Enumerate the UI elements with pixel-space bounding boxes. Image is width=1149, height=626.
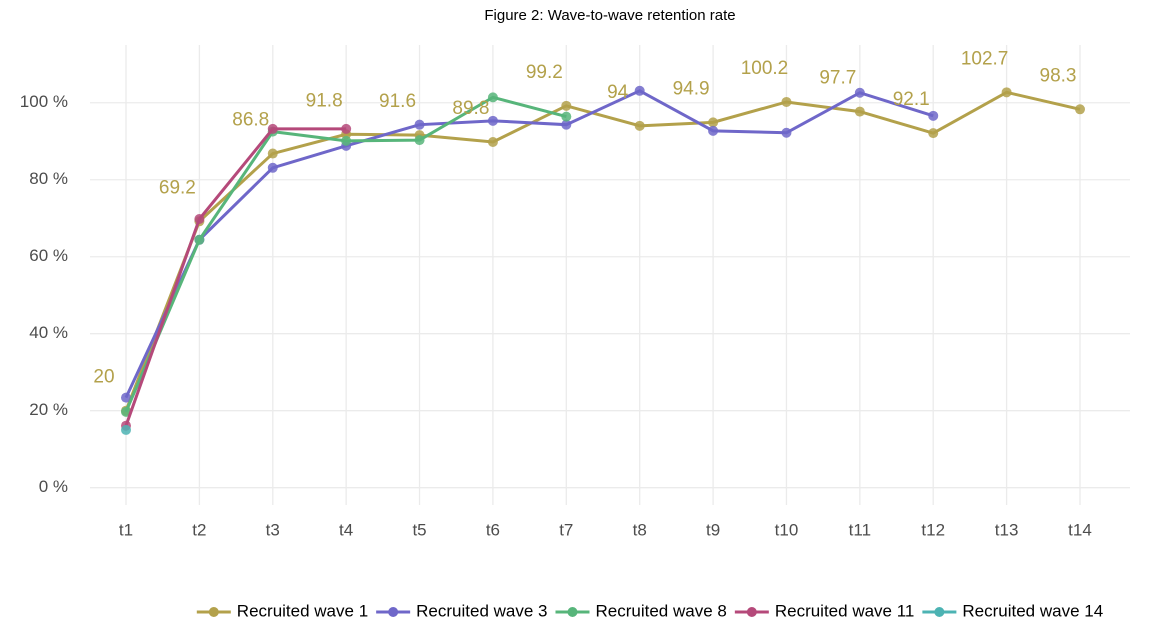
series-line bbox=[124, 89, 934, 399]
series-line bbox=[124, 90, 1081, 412]
data-point bbox=[341, 123, 352, 134]
data-label: 98.3 bbox=[1040, 65, 1077, 86]
y-tick-label: 80 % bbox=[29, 169, 68, 188]
data-point bbox=[781, 127, 792, 138]
x-tick-label: t11 bbox=[849, 520, 871, 539]
x-tick-label: t9 bbox=[706, 520, 720, 539]
legend-key-dot bbox=[934, 607, 945, 617]
x-tick-label: t8 bbox=[633, 520, 647, 539]
data-point bbox=[414, 119, 425, 130]
y-tick-label: 0 % bbox=[39, 477, 68, 496]
legend-label: Recruited wave 11 bbox=[775, 601, 915, 620]
data-point bbox=[487, 92, 498, 103]
legend-item: Recruited wave 1 bbox=[196, 601, 368, 620]
legend-label: Recruited wave 14 bbox=[962, 601, 1103, 620]
data-point bbox=[194, 234, 205, 245]
data-label: 102.7 bbox=[961, 48, 1009, 69]
data-label: 92.1 bbox=[893, 89, 930, 110]
data-point bbox=[267, 148, 278, 159]
data-point bbox=[634, 85, 645, 96]
data-point bbox=[487, 115, 498, 126]
data-point bbox=[341, 135, 352, 146]
data-point bbox=[194, 213, 205, 224]
x-tick-label: t10 bbox=[775, 520, 799, 539]
data-label: 89.8 bbox=[452, 98, 489, 119]
data-point bbox=[708, 117, 719, 128]
x-tick-label: t3 bbox=[266, 520, 280, 539]
y-tick-label: 60 % bbox=[29, 246, 68, 265]
data-point bbox=[781, 96, 792, 107]
legend-key-dot bbox=[746, 607, 757, 617]
x-tick-label: t4 bbox=[339, 520, 353, 539]
legend-item: Recruited wave 8 bbox=[555, 601, 727, 620]
data-point bbox=[561, 111, 572, 122]
data-point bbox=[561, 100, 572, 111]
chart-title: Figure 2: Wave-to-wave retention rate bbox=[484, 7, 735, 24]
data-point bbox=[121, 392, 131, 403]
data-point bbox=[634, 120, 645, 131]
data-label: 100.2 bbox=[741, 58, 789, 79]
data-label: 99.2 bbox=[526, 62, 563, 83]
x-tick-label: t14 bbox=[1068, 520, 1092, 539]
x-tick-label: t5 bbox=[412, 520, 426, 539]
data-point bbox=[928, 110, 939, 121]
data-label: 97.7 bbox=[819, 68, 856, 89]
legend-label: Recruited wave 8 bbox=[595, 601, 726, 620]
legend-item: Recruited wave 3 bbox=[376, 601, 547, 620]
series-line bbox=[124, 127, 347, 427]
data-point bbox=[561, 119, 572, 130]
data-point bbox=[267, 123, 278, 134]
legend-key-dot bbox=[388, 607, 399, 617]
data-point bbox=[854, 87, 865, 98]
data-point bbox=[854, 106, 865, 117]
data-label: 94.9 bbox=[673, 78, 710, 99]
data-point bbox=[121, 424, 131, 435]
data-label: 91.6 bbox=[379, 91, 416, 112]
legend-key-dot bbox=[567, 607, 578, 617]
legend-label: Recruited wave 1 bbox=[237, 601, 368, 620]
data-label: 69.2 bbox=[159, 177, 196, 198]
y-tick-label: 20 % bbox=[29, 400, 68, 419]
data-point bbox=[1075, 104, 1085, 115]
legend-item: Recruited wave 11 bbox=[734, 601, 915, 620]
data-label: 86.8 bbox=[232, 110, 269, 131]
data-point bbox=[708, 125, 719, 136]
x-tick-label: t6 bbox=[486, 520, 500, 539]
data-point bbox=[267, 162, 278, 173]
y-tick-label: 40 % bbox=[29, 323, 68, 342]
legend-label: Recruited wave 3 bbox=[416, 601, 547, 620]
data-label: 94 bbox=[607, 82, 629, 103]
legend-key-dot bbox=[208, 607, 219, 617]
data-point bbox=[928, 128, 939, 139]
x-tick-label: t1 bbox=[119, 520, 133, 539]
data-label: 20 bbox=[93, 367, 114, 388]
x-tick-label: t12 bbox=[921, 520, 945, 539]
data-point bbox=[487, 137, 498, 148]
y-tick-label: 100 % bbox=[20, 92, 68, 111]
x-tick-label: t13 bbox=[995, 520, 1019, 539]
data-point bbox=[1001, 87, 1012, 98]
legend-item: Recruited wave 14 bbox=[922, 601, 1103, 620]
data-label: 91.8 bbox=[306, 90, 343, 111]
data-point bbox=[414, 135, 425, 146]
x-tick-label: t2 bbox=[192, 520, 206, 539]
x-tick-label: t7 bbox=[559, 520, 573, 539]
